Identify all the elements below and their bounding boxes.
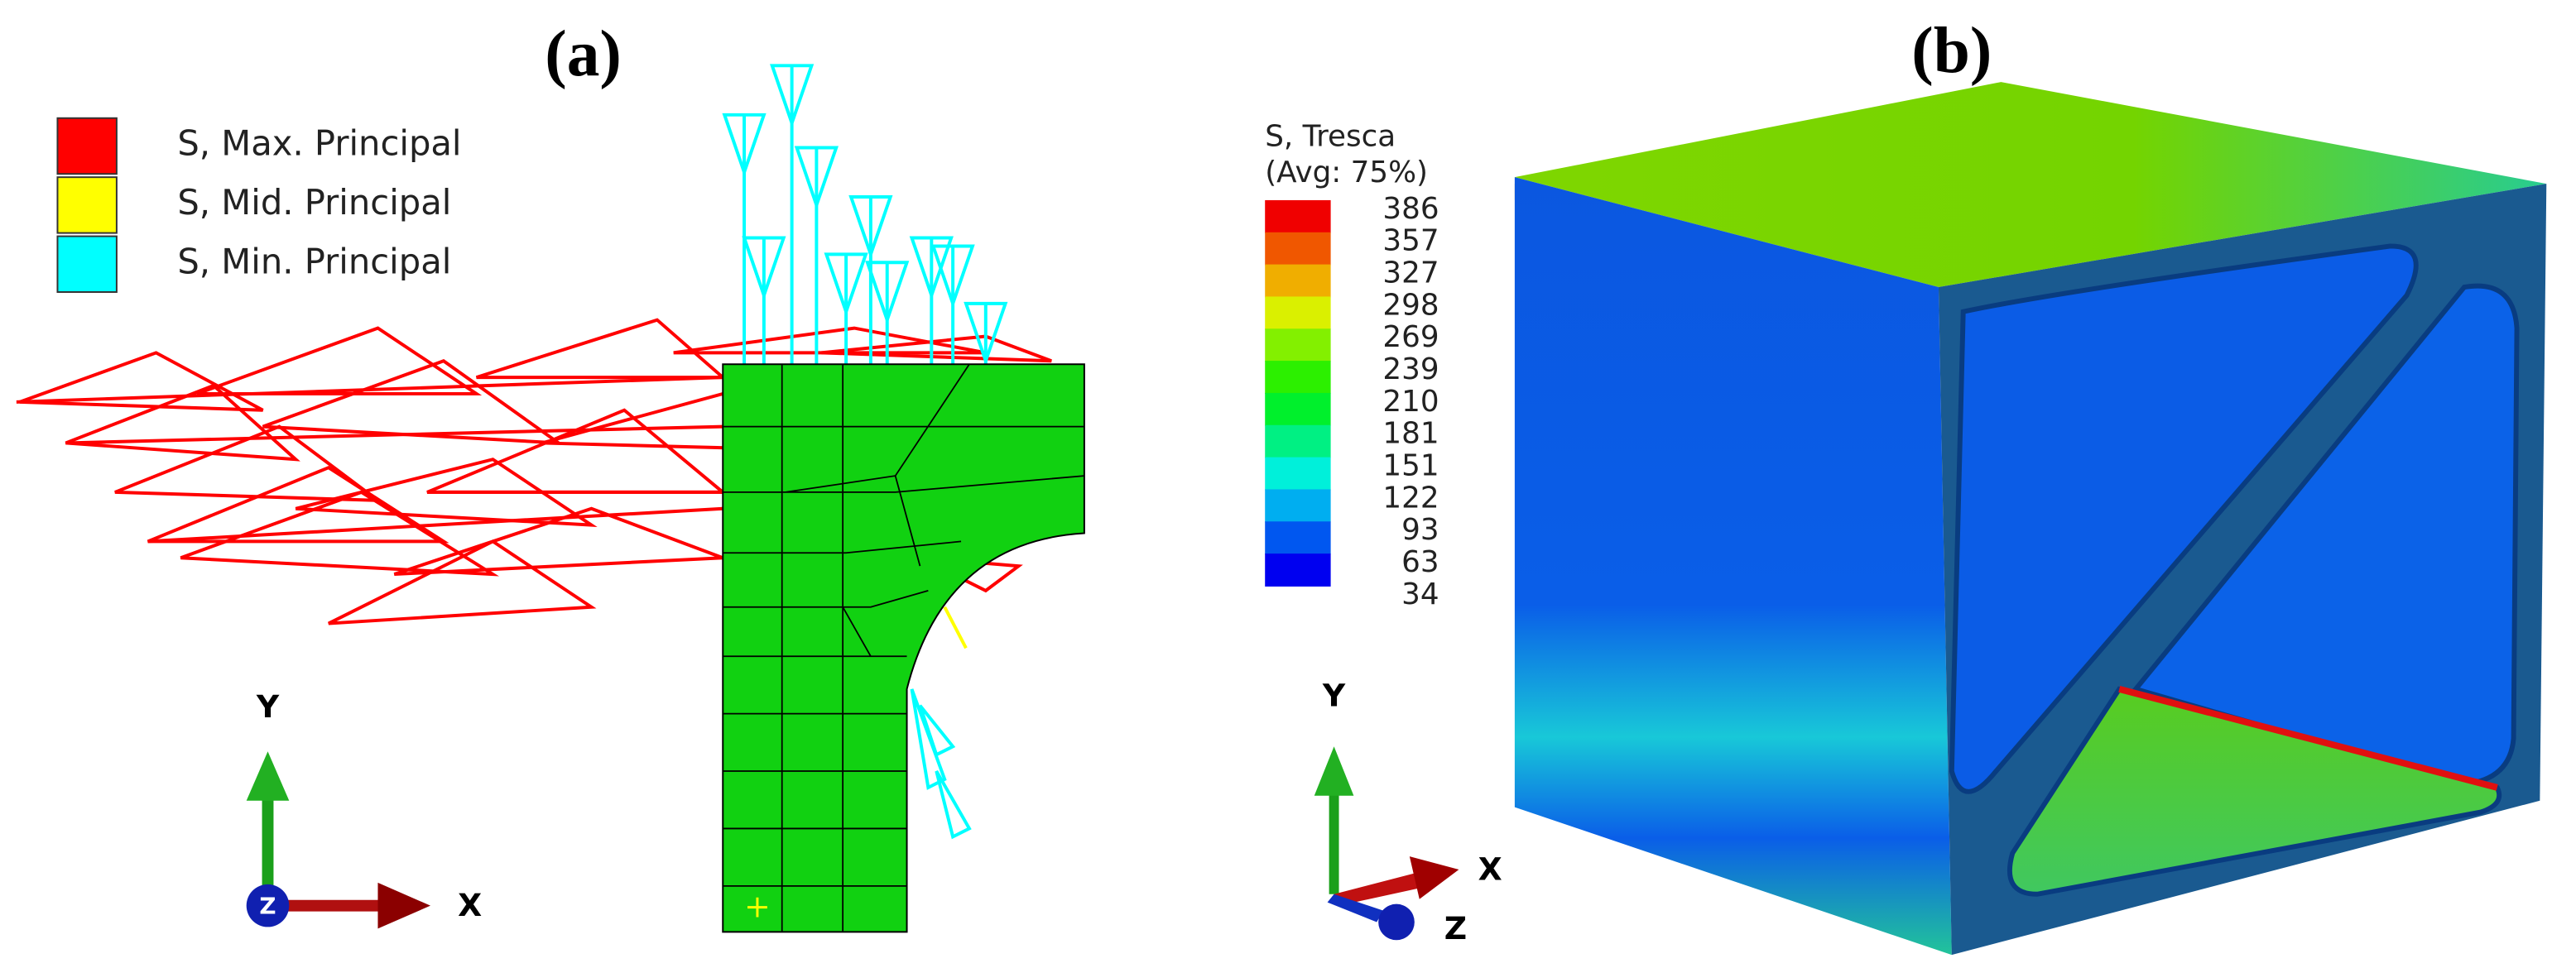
max-principal-vector — [114, 424, 383, 503]
max-principal-vector — [147, 506, 723, 544]
legend-subtitle: (Avg: 75%) — [1265, 156, 1428, 189]
cube — [1514, 82, 2547, 956]
contour-band — [1265, 521, 1331, 555]
panel-label: (b) — [1911, 14, 1992, 87]
y-arrow-head — [1314, 746, 1354, 796]
marker — [747, 897, 767, 918]
max-principal-vector — [16, 376, 723, 404]
panel-label: (a) — [545, 17, 622, 90]
max-principal-vector — [426, 408, 728, 494]
front-face — [1514, 177, 1952, 956]
max-principal-vector — [475, 318, 728, 380]
legend: S, Max. Principal S, Mid. Principal S, Min… — [56, 117, 462, 293]
axis-label: Z — [1444, 910, 1467, 946]
max-principal-vector — [147, 465, 449, 544]
max-principal-vector — [19, 351, 264, 412]
max-principal-vector — [196, 326, 483, 395]
max-principal-vector — [393, 506, 723, 577]
x-arrow — [1334, 872, 1430, 906]
contour-band — [1265, 424, 1331, 458]
axis-label: Y — [1322, 677, 1346, 713]
z-arrow-head — [1378, 903, 1415, 941]
contour-band — [1265, 392, 1331, 426]
opening — [2131, 283, 2520, 787]
contour-label: 34 — [1401, 577, 1439, 611]
contour-label: 210 — [1382, 385, 1439, 419]
y-arrow-head — [246, 751, 290, 801]
legend-label: S, Mid. Principal — [177, 182, 451, 223]
max-principal-vector — [65, 383, 300, 462]
axis-label: X — [458, 887, 482, 923]
max-principal-vector — [328, 539, 597, 625]
legend-swatch — [56, 235, 118, 293]
axis-label: X — [1478, 851, 1502, 888]
min-principal-vector — [930, 244, 975, 309]
contour-label: 327 — [1382, 256, 1439, 290]
z-arrow — [246, 884, 290, 927]
legend-label: S, Max. Principal — [177, 123, 461, 164]
min-principal-vector — [722, 113, 767, 178]
axis-label: Z — [259, 893, 276, 920]
contour-band — [1265, 232, 1331, 266]
contour-label: 357 — [1382, 224, 1439, 258]
legend-swatch — [56, 176, 118, 234]
min-principal-vector — [964, 301, 1008, 367]
contour-label: 122 — [1382, 481, 1439, 515]
contour-label: 298 — [1382, 288, 1439, 322]
hot-line — [2118, 686, 2498, 791]
contour-label: 239 — [1382, 352, 1439, 386]
legend-label: S, Min. Principal — [177, 241, 451, 281]
contour-band — [1265, 199, 1331, 233]
min-principal-vector — [935, 770, 972, 840]
contour-label: 93 — [1401, 513, 1439, 547]
contour-band — [1265, 264, 1331, 298]
x-arrow-head — [1409, 856, 1459, 899]
contour-label: 269 — [1382, 320, 1439, 354]
contour-label: 181 — [1382, 417, 1439, 451]
max-principal-vector — [180, 490, 499, 577]
triad-a: Y X Z — [246, 688, 482, 929]
contour-band — [1265, 489, 1331, 523]
contour-band — [1265, 361, 1331, 394]
max-principal-vector — [65, 424, 723, 445]
opening — [2007, 686, 2502, 897]
legend-swatch — [56, 117, 118, 175]
mesh-lines — [723, 363, 1084, 932]
contour-band — [1265, 553, 1331, 587]
contour-label: 63 — [1401, 545, 1439, 579]
triad-b: Y X Z — [1314, 677, 1502, 946]
contour-band — [1265, 296, 1331, 330]
opening — [1949, 243, 2419, 794]
min-principal-vector — [865, 261, 910, 325]
min-principal-vector — [794, 146, 839, 210]
mesh-body — [722, 363, 1085, 933]
x-arrow-head — [377, 882, 430, 929]
contour-band — [1265, 328, 1331, 362]
min-principal-vector — [824, 252, 868, 317]
contour-band — [1265, 457, 1331, 491]
legend-title: S, Tresca — [1265, 120, 1396, 154]
mid-principal-vector — [943, 606, 968, 649]
min-principal-vector — [770, 64, 815, 128]
z-arrow — [1327, 894, 1384, 922]
contour-legend: S, Tresca (Avg: 75%) 3863573272982692392… — [1265, 120, 1439, 611]
contour-label: 386 — [1382, 192, 1439, 226]
max-principal-vector — [821, 334, 1052, 363]
contour-label: 151 — [1382, 449, 1439, 483]
mesh — [722, 363, 1085, 933]
min-principal-vector — [918, 704, 956, 757]
min-principal-vector — [848, 194, 893, 260]
axis-label: Y — [256, 688, 280, 725]
min-principal-vector — [910, 688, 947, 790]
top-face — [1514, 82, 2547, 288]
min-principal-vector — [742, 236, 786, 301]
